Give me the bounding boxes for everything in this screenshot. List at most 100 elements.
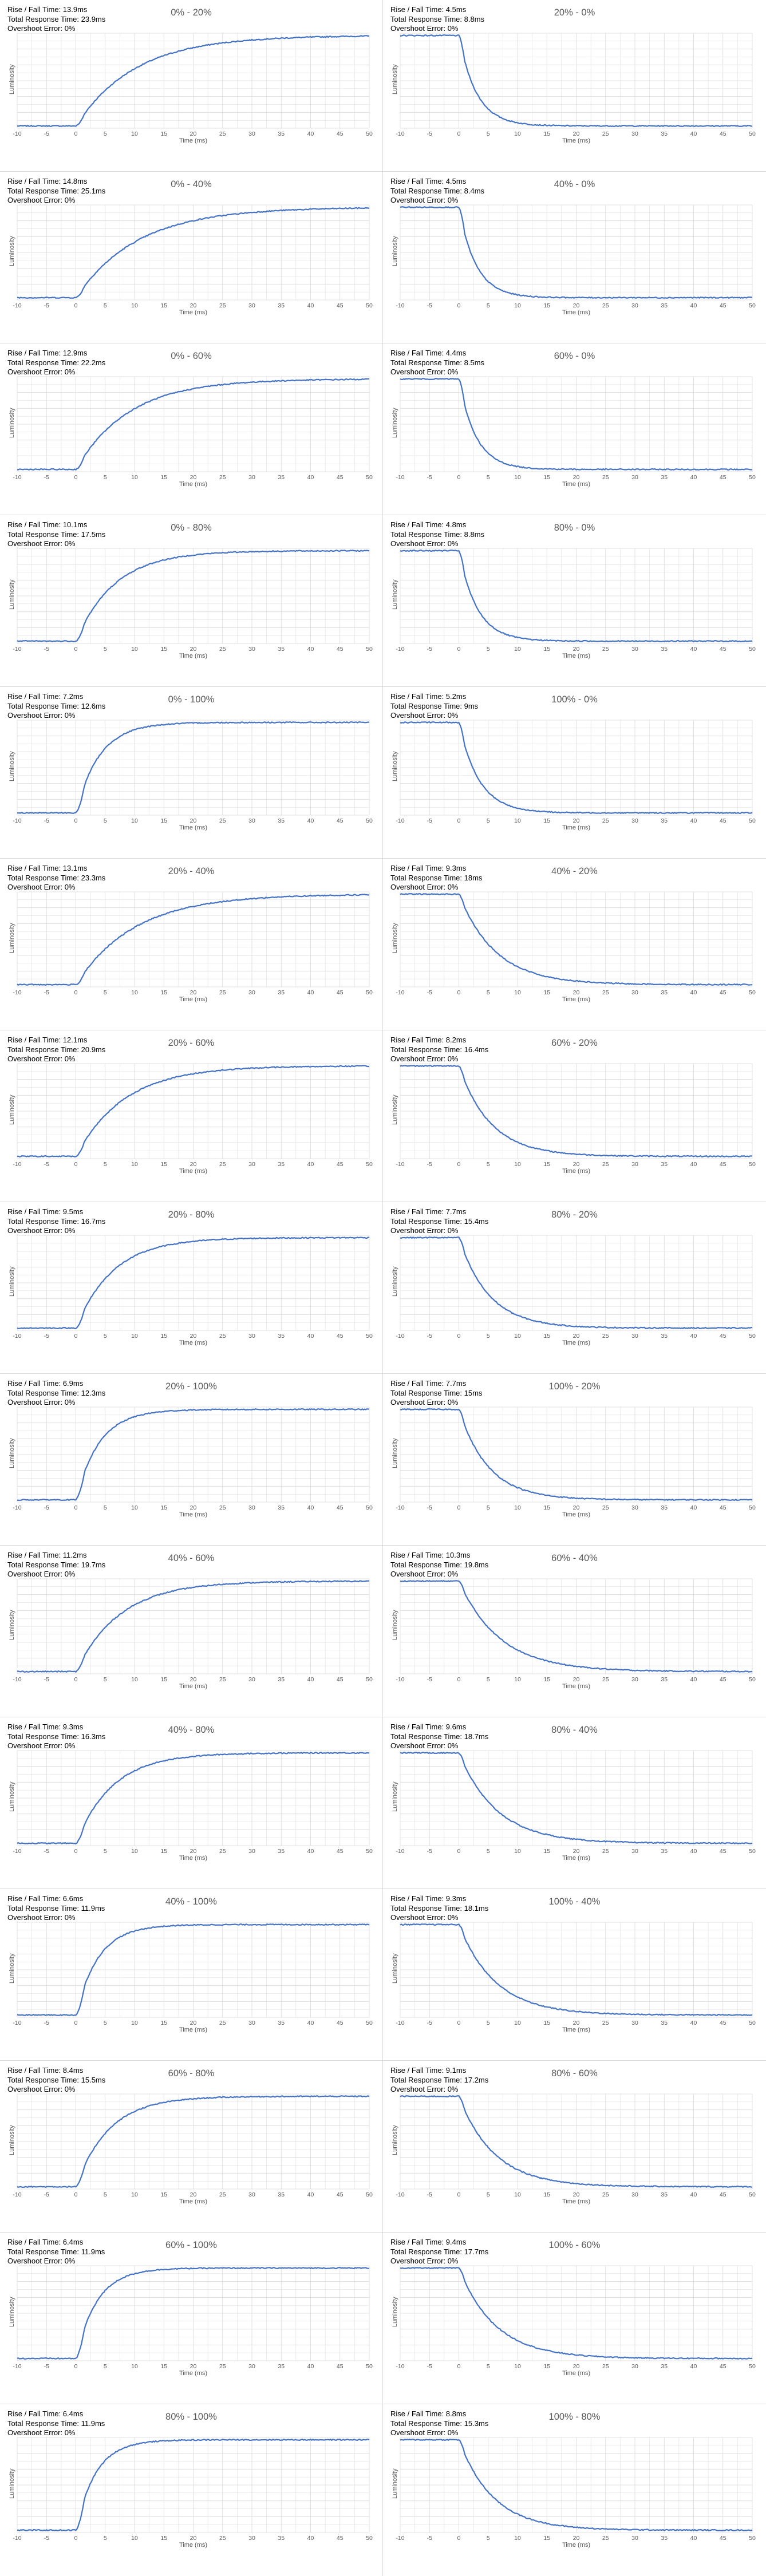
x-tick-label: 20: [573, 646, 580, 653]
x-tick-label: 10: [131, 2191, 138, 2198]
x-tick-label: -10: [13, 131, 21, 137]
x-tick-label: 35: [278, 474, 285, 481]
x-tick-label: 50: [366, 1676, 373, 1683]
total-response-time: Total Response Time: 16.7ms: [7, 1216, 106, 1226]
x-tick-label: 20: [190, 1333, 197, 1340]
x-tick-label: 25: [219, 1161, 226, 1168]
x-tick-label: 45: [337, 1333, 343, 1340]
x-tick-label: 50: [366, 2363, 373, 2370]
x-tick-label: 35: [661, 989, 668, 996]
x-tick-label: 15: [160, 2363, 167, 2370]
x-tick-label: -10: [13, 1333, 21, 1340]
chart-panel: Rise / Fall Time: 6.6ms Total Response Ti…: [0, 1889, 382, 2061]
x-tick-label: 10: [131, 1161, 138, 1168]
x-tick-label: 50: [366, 2535, 373, 2542]
x-tick-label: -10: [13, 1848, 21, 1855]
x-tick-label: 25: [602, 1333, 609, 1340]
x-tick-label: 10: [514, 2191, 521, 2198]
metrics-block: Rise / Fall Time: 11.2ms Total Response T…: [7, 1551, 105, 1579]
x-tick-label: 15: [543, 1504, 550, 1511]
plot-area: -10 -5 0 5 10 15 20 25 30 35 40 45 50: [13, 2093, 373, 2198]
x-tick-label: 5: [104, 1676, 107, 1683]
x-tick-label: 15: [543, 2020, 550, 2026]
total-response-time: Total Response Time: 18ms: [390, 873, 483, 882]
x-tick-label: -10: [396, 989, 404, 996]
x-tick-label: 15: [543, 1161, 550, 1168]
chart-title: 0% - 60%: [171, 351, 212, 361]
x-tick-label: 30: [248, 646, 255, 653]
x-tick-label: 15: [160, 131, 167, 137]
plot-area: -10 -5 0 5 10 15 20 25 30 35 40 45 50: [13, 720, 373, 824]
total-response-time: Total Response Time: 12.3ms: [7, 1388, 106, 1397]
x-tick-label: 30: [631, 302, 638, 309]
plot-area: -10 -5 0 5 10 15 20 25 30 35 40 45 50: [13, 1578, 373, 1683]
x-tick-label: -5: [427, 2191, 432, 2198]
y-axis-label: Luminosity: [392, 1610, 398, 1640]
x-tick-label: 20: [573, 474, 580, 481]
x-tick-label: 20: [190, 302, 197, 309]
x-tick-label: 40: [307, 989, 314, 996]
x-tick-label: 10: [514, 2535, 521, 2542]
x-tick-label: 5: [104, 646, 107, 653]
y-axis-label: Luminosity: [9, 1781, 15, 1812]
x-tick-label: 50: [749, 989, 756, 996]
x-tick-label: 0: [74, 2363, 78, 2370]
x-tick-label: 35: [278, 2191, 285, 2198]
x-tick-label: 45: [337, 302, 343, 309]
x-tick-label: -5: [44, 646, 49, 653]
chart-panel: Rise / Fall Time: 9.3ms Total Response Ti…: [383, 1889, 766, 2061]
x-tick-label: 5: [487, 1161, 490, 1168]
chart-panel: Rise / Fall Time: 9.3ms Total Response Ti…: [383, 859, 766, 1030]
x-tick-label: 35: [661, 1333, 668, 1340]
chart-panel: Rise / Fall Time: 13.1ms Total Response T…: [0, 859, 382, 1030]
total-response-time: Total Response Time: 23.9ms: [7, 14, 106, 23]
luminosity-series-line: [400, 206, 753, 299]
overshoot-error: Overshoot Error: 0%: [390, 24, 459, 33]
x-tick-label: 50: [749, 817, 756, 824]
x-tick-label: 10: [131, 1504, 138, 1511]
x-tick-label: -10: [13, 646, 21, 653]
x-tick-label: 20: [573, 1333, 580, 1340]
x-tick-label: 40: [307, 646, 314, 653]
x-tick-label: 35: [661, 1504, 668, 1511]
x-tick-label: 25: [219, 302, 226, 309]
x-tick-label: 10: [514, 302, 521, 309]
x-tick-label: 15: [543, 302, 550, 309]
x-tick-label: 10: [131, 1333, 138, 1340]
x-tick-label: 30: [631, 2191, 638, 2198]
x-tick-label: 35: [278, 2363, 285, 2370]
metrics-block: Rise / Fall Time: 6.4ms Total Response Ti…: [7, 2238, 105, 2266]
x-tick-label: 45: [337, 1848, 343, 1855]
x-tick-label: 25: [219, 2363, 226, 2370]
x-tick-label: 10: [514, 817, 521, 824]
x-tick-label: -5: [427, 1504, 432, 1511]
x-tick-label: 40: [690, 1848, 697, 1855]
x-tick-label: -5: [44, 989, 49, 996]
x-axis-label: Time (ms): [562, 309, 591, 316]
total-response-time: Total Response Time: 8.4ms: [390, 186, 485, 195]
x-tick-label: 20: [573, 1504, 580, 1511]
luminosity-series-line: [400, 34, 753, 127]
x-tick-label: 35: [661, 131, 668, 137]
overshoot-error: Overshoot Error: 0%: [390, 1570, 459, 1578]
chart-title: 40% - 100%: [165, 1897, 217, 1907]
x-tick-label: 50: [749, 302, 756, 309]
overshoot-error: Overshoot Error: 0%: [7, 2257, 76, 2265]
luminosity-series-line: [17, 1580, 370, 1673]
rise-fall-time: Rise / Fall Time: 9.3ms: [7, 1722, 84, 1731]
x-tick-label: -10: [396, 2191, 404, 2198]
chart-panel: Rise / Fall Time: 10.3ms Total Response T…: [383, 1546, 766, 1717]
y-axis-label: Luminosity: [9, 408, 15, 438]
metrics-block: Rise / Fall Time: 8.2ms Total Response Ti…: [390, 1036, 488, 1064]
luminosity-series-line: [17, 1408, 369, 1501]
x-tick-label: -10: [396, 302, 404, 309]
total-response-time: Total Response Time: 22.2ms: [7, 358, 106, 367]
chart-panel: Rise / Fall Time: 4.8ms Total Response Ti…: [383, 515, 766, 687]
luminosity-series-line: [17, 1752, 370, 1844]
x-tick-label: 40: [307, 474, 314, 481]
plot-area: -10 -5 0 5 10 15 20 25 30 35 40 45 50: [396, 2437, 756, 2542]
x-tick-label: 0: [74, 131, 78, 137]
x-tick-label: 0: [457, 131, 461, 137]
y-axis-label: Luminosity: [9, 64, 15, 94]
x-tick-label: 45: [337, 2191, 343, 2198]
